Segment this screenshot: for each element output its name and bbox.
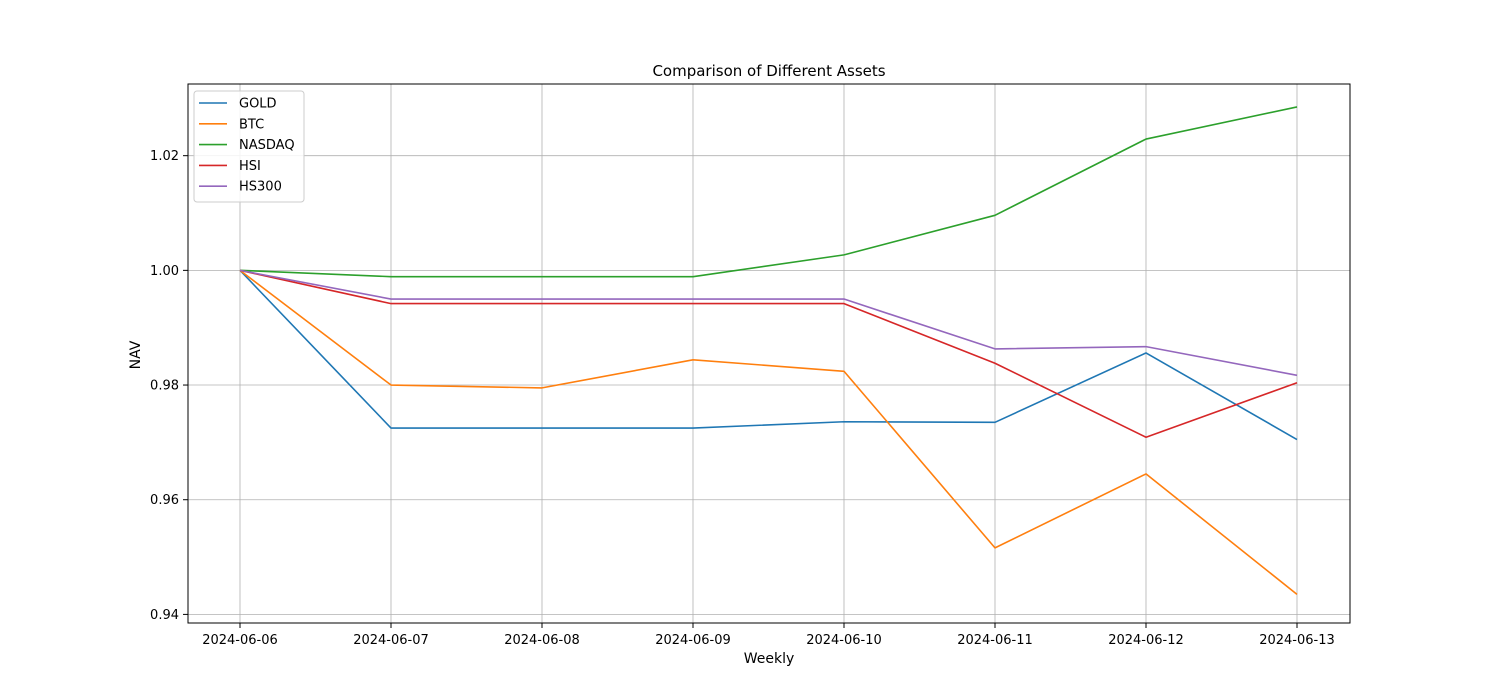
x-axis-label: Weekly [744, 651, 795, 667]
series-line-hsi [239, 269, 1298, 439]
grid-lines [188, 84, 1350, 623]
x-tick-label: 2024-06-10 [806, 633, 882, 648]
series-line-hs300 [239, 269, 1298, 377]
series-lines [239, 106, 1298, 595]
x-tick-label: 2024-06-09 [655, 633, 731, 648]
legend-label: BTC [239, 117, 264, 132]
axis-ticks: 2024-06-06 2024-06-07 2024-06-08 2024-06-09… [150, 149, 1335, 648]
series-line-btc [239, 269, 1298, 595]
legend-label: NASDAQ [239, 138, 295, 153]
y-tick-label: 1.02 [150, 149, 179, 164]
x-tick-label: 2024-06-13 [1259, 633, 1335, 648]
legend-label: GOLD [239, 97, 277, 112]
y-tick-label: 1.00 [150, 264, 179, 279]
y-tick-label: 0.98 [150, 379, 179, 394]
x-tick-label: 2024-06-07 [353, 633, 429, 648]
series-line-nasdaq [239, 106, 1298, 278]
x-tick-label: 2024-06-11 [957, 633, 1033, 648]
legend: GOLD BTC NASDAQ HSI HS300 [193, 90, 305, 203]
x-tick-label: 2024-06-06 [202, 633, 278, 648]
y-tick-label: 0.96 [150, 493, 179, 508]
x-tick-label: 2024-06-12 [1108, 633, 1184, 648]
legend-box [193, 90, 305, 203]
legend-label: HSI [239, 159, 261, 174]
x-tick-label: 2024-06-08 [504, 633, 580, 648]
y-axis-label: NAV [128, 340, 144, 369]
y-tick-label: 0.94 [150, 608, 179, 623]
plot-frame [187, 83, 1351, 624]
series-line-gold [239, 269, 1298, 441]
legend-label: HS300 [239, 180, 282, 195]
chart-title: Comparison of Different Assets [652, 62, 885, 80]
